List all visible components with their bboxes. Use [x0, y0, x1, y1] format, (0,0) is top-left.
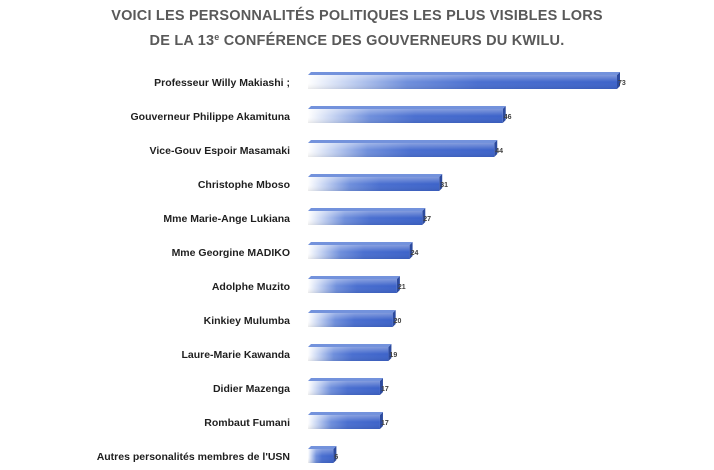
chart-title-superscript: e: [214, 32, 220, 42]
bar-top: [308, 140, 498, 143]
category-label: Professeur Willy Makiashi ;: [154, 77, 290, 89]
bar-row: Autres personalités membres de l'USN 6: [97, 446, 338, 463]
bar-row: Christophe Mboso 31: [198, 174, 448, 191]
bar-side: [494, 140, 498, 157]
bar-side: [439, 174, 443, 191]
chart-title-line2-post: CONFÉRENCE DES GOUVERNEURS DU KWILU.: [219, 33, 565, 49]
chart-title: VOICI LES PERSONNALITÉS POLITIQUES LES P…: [0, 6, 714, 52]
bar-side: [502, 106, 506, 123]
value-label: 17: [381, 420, 389, 427]
bar-row: Didier Mazenga 17: [213, 378, 389, 395]
bar-sheen: [308, 313, 393, 327]
bar-row: Gouverneur Philippe Akamituna 46: [131, 106, 512, 123]
bar-row: Vice-Gouv Espoir Masamaki 44: [150, 140, 503, 157]
value-label: 27: [423, 216, 431, 223]
bar-top: [308, 344, 392, 347]
bar-sheen: [308, 177, 440, 191]
bar-side: [422, 208, 426, 225]
bar-sheen: [308, 109, 503, 123]
value-label: 24: [411, 250, 419, 257]
category-label: Rombaut Fumani: [204, 417, 290, 429]
bar-sheen: [308, 279, 397, 293]
bar-top: [308, 310, 396, 313]
category-label: Mme Marie-Ange Lukiana: [163, 213, 290, 225]
bar-sheen: [308, 449, 334, 463]
category-label: Gouverneur Philippe Akamituna: [131, 111, 291, 123]
value-label: 46: [504, 114, 512, 121]
category-label: Adolphe Muzito: [212, 281, 290, 293]
value-label: 44: [495, 148, 503, 155]
bar-row: Mme Marie-Ange Lukiana 27: [163, 208, 431, 225]
category-label: Vice-Gouv Espoir Masamaki: [150, 145, 291, 157]
value-label: 17: [381, 386, 389, 393]
category-label: Autres personalités membres de l'USN: [97, 451, 290, 463]
bar-top: [308, 412, 383, 415]
value-label: 6: [334, 454, 338, 461]
bar-sheen: [308, 211, 423, 225]
bar-row: Professeur Willy Makiashi ; 73: [154, 72, 626, 89]
bar-top: [308, 72, 620, 75]
bar-row: Rombaut Fumani 17: [204, 412, 389, 429]
bar-side: [392, 310, 396, 327]
bar-sheen: [308, 143, 495, 157]
bar-row: Kinkiey Mulumba 20: [204, 310, 402, 327]
bar-sheen: [308, 415, 380, 429]
bar-top: [308, 242, 413, 245]
bar-top: [308, 208, 426, 211]
chart-title-line2: DE LA 13e CONFÉRENCE DES GOUVERNEURS DU …: [0, 27, 714, 52]
value-label: 73: [618, 80, 626, 87]
bar-side: [333, 446, 337, 463]
bar-top: [308, 174, 443, 177]
bar-side: [379, 412, 383, 429]
category-label: Laure-Marie Kawanda: [181, 349, 290, 361]
category-label: Kinkiey Mulumba: [204, 315, 291, 327]
chart-title-line1: VOICI LES PERSONNALITÉS POLITIQUES LES P…: [111, 8, 603, 24]
bar-sheen: [308, 75, 617, 89]
bar-side: [379, 378, 383, 395]
bar-sheen: [308, 347, 389, 361]
bar-row: Adolphe Muzito 21: [212, 276, 406, 293]
bar-side: [388, 344, 392, 361]
bar-sheen: [308, 381, 380, 395]
bar-row: Laure-Marie Kawanda 19: [181, 344, 397, 361]
category-label: Didier Mazenga: [213, 383, 290, 395]
bar-top: [308, 378, 383, 381]
bar-row: Mme Georgine MADIKO 24: [172, 242, 419, 259]
bar-top: [308, 276, 400, 279]
bar-side: [617, 72, 620, 89]
bar-sheen: [308, 245, 410, 259]
value-label: 20: [394, 318, 402, 325]
bar-side: [396, 276, 400, 293]
value-label: 19: [389, 352, 397, 359]
bar-top: [308, 106, 506, 109]
chart-title-line2-pre: DE LA 13: [149, 33, 215, 49]
value-label: 31: [440, 182, 448, 189]
category-label: Mme Georgine MADIKO: [172, 247, 290, 259]
value-label: 21: [398, 284, 406, 291]
bar-side: [409, 242, 413, 259]
category-label: Christophe Mboso: [198, 179, 290, 191]
bar-top: [308, 446, 337, 449]
